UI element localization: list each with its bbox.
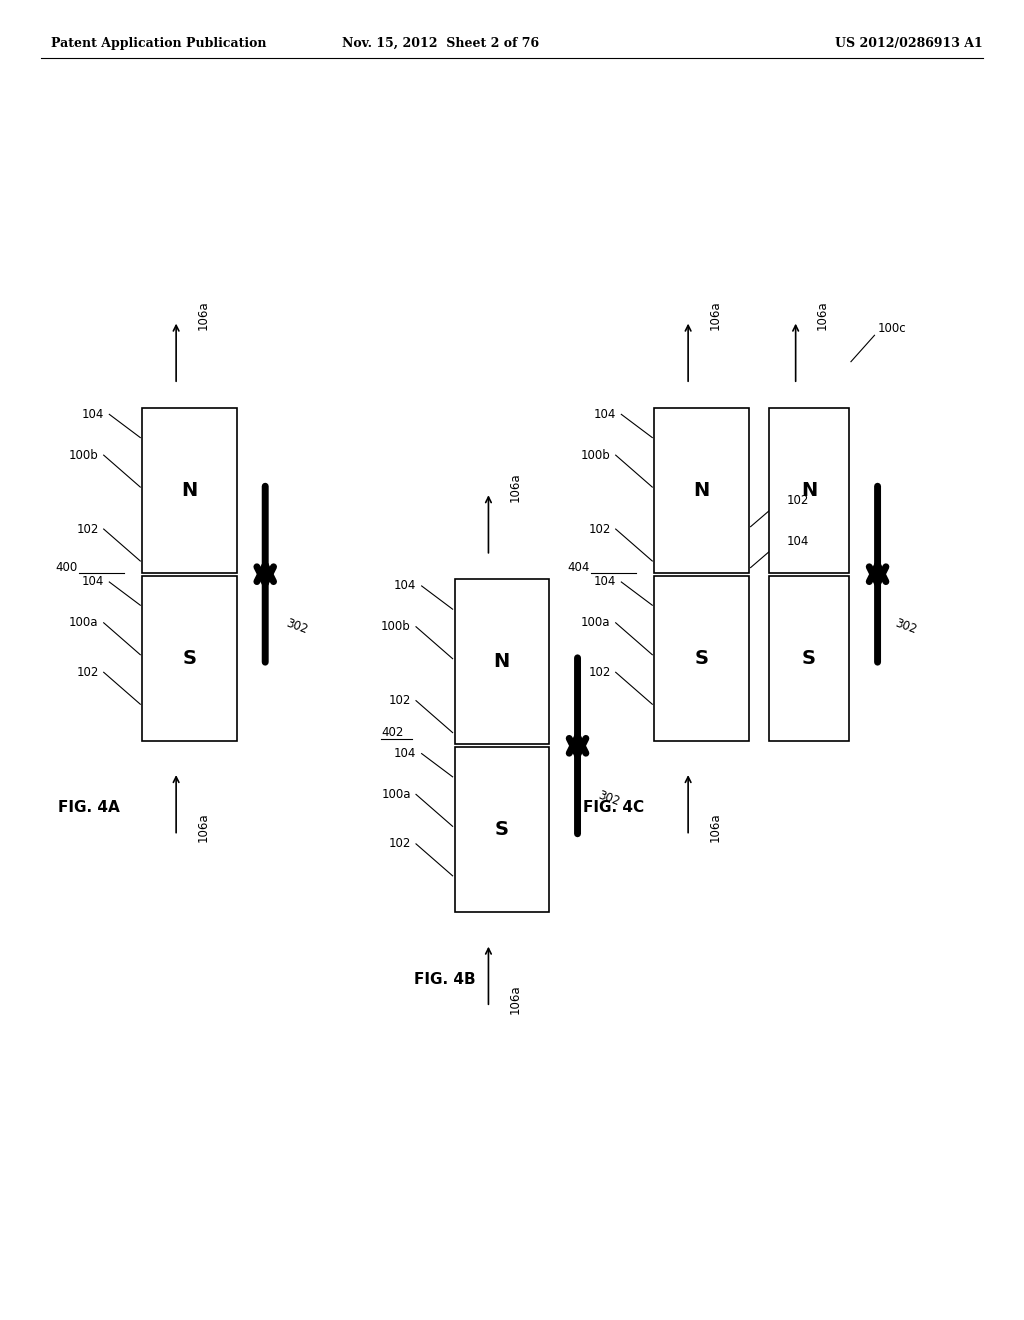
Text: 102: 102	[388, 694, 411, 708]
Text: 100b: 100b	[381, 620, 411, 634]
Text: 104: 104	[786, 535, 809, 548]
Bar	[654, 576, 749, 741]
Text: FIG. 4A: FIG. 4A	[58, 800, 120, 814]
Text: 400: 400	[55, 561, 78, 574]
Text: 106a: 106a	[509, 473, 521, 502]
Text: 104: 104	[594, 408, 616, 421]
Text: FIG. 4C: FIG. 4C	[583, 800, 644, 814]
Text: 100b: 100b	[69, 449, 98, 462]
Bar	[769, 408, 849, 573]
Text: 302: 302	[596, 788, 622, 809]
Text: 102: 102	[588, 523, 610, 536]
Bar	[455, 579, 549, 744]
Text: 106a: 106a	[197, 813, 209, 842]
Text: 100a: 100a	[69, 616, 98, 630]
Text: 100a: 100a	[381, 788, 411, 801]
Text: Nov. 15, 2012  Sheet 2 of 76: Nov. 15, 2012 Sheet 2 of 76	[342, 37, 539, 50]
Text: S: S	[802, 648, 816, 668]
Text: 302: 302	[893, 616, 919, 638]
Text: 100b: 100b	[581, 449, 610, 462]
Text: 102: 102	[588, 665, 610, 678]
Text: 104: 104	[82, 576, 104, 589]
Text: 104: 104	[394, 747, 417, 760]
Bar	[654, 408, 749, 573]
Bar	[769, 576, 849, 741]
Text: 106a: 106a	[197, 301, 209, 330]
Text: 102: 102	[388, 837, 411, 850]
Text: 106a: 106a	[816, 301, 828, 330]
Text: N: N	[494, 652, 510, 672]
Text: 402: 402	[381, 726, 403, 739]
Text: 104: 104	[82, 408, 104, 421]
Text: 104: 104	[394, 579, 417, 593]
Text: 102: 102	[786, 494, 809, 507]
Text: 102: 102	[76, 665, 98, 678]
Bar	[142, 576, 237, 741]
Text: 404: 404	[567, 561, 590, 574]
Bar	[455, 747, 549, 912]
Text: S: S	[495, 820, 509, 840]
Text: 302: 302	[284, 616, 309, 638]
Text: 104: 104	[594, 576, 616, 589]
Text: 106a: 106a	[709, 813, 721, 842]
Text: US 2012/0286913 A1: US 2012/0286913 A1	[836, 37, 983, 50]
Bar	[142, 408, 237, 573]
Text: N: N	[801, 480, 817, 500]
Text: 106a: 106a	[709, 301, 721, 330]
Text: 102: 102	[76, 523, 98, 536]
Text: N: N	[181, 480, 198, 500]
Text: Patent Application Publication: Patent Application Publication	[51, 37, 266, 50]
Text: 100a: 100a	[581, 616, 610, 630]
Text: S: S	[182, 648, 197, 668]
Text: FIG. 4B: FIG. 4B	[414, 972, 475, 986]
Text: 106a: 106a	[509, 985, 521, 1014]
Text: S: S	[694, 648, 709, 668]
Text: N: N	[693, 480, 710, 500]
Text: 100c: 100c	[878, 322, 906, 335]
